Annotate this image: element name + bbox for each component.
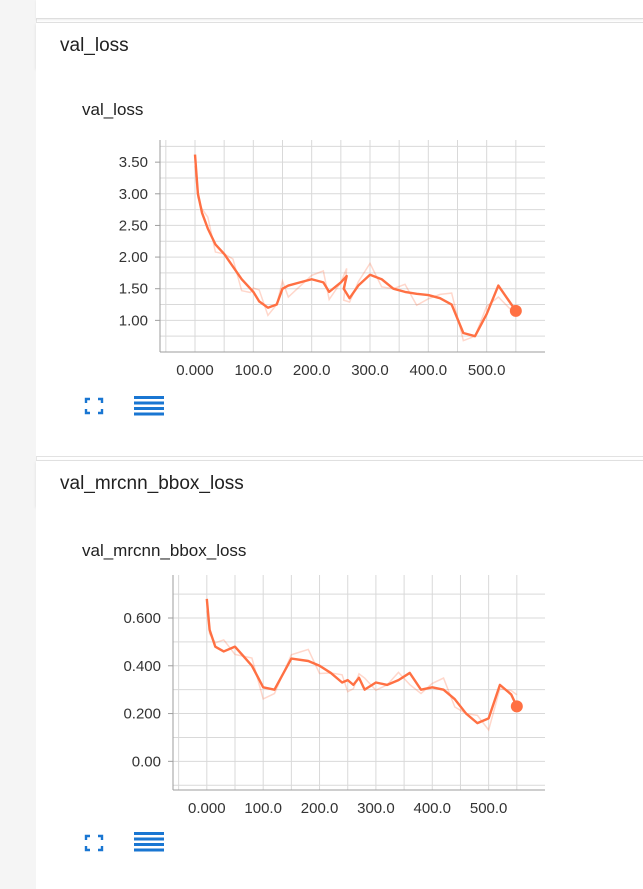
x-tick-label: 500.0 — [470, 800, 508, 817]
x-tick-label: 0.000 — [176, 362, 214, 379]
section-header-label: val_loss — [60, 34, 129, 56]
y-tick-label: 1.00 — [119, 312, 148, 329]
chart-card-val-loss — [36, 68, 643, 457]
chart-card-val-mrcnn-bbox-loss — [36, 506, 643, 889]
x-tick-label: 400.0 — [410, 362, 448, 379]
toggle-data-table-button[interactable] — [134, 832, 164, 857]
x-tick-label: 100.0 — [235, 362, 273, 379]
x-tick-label: 500.0 — [468, 362, 506, 379]
x-tick-label: 300.0 — [357, 800, 395, 817]
fullscreen-expand-icon — [84, 397, 104, 415]
y-tick-label: 3.00 — [119, 186, 148, 203]
x-tick-label: 0.000 — [188, 800, 226, 817]
series-raw-line — [194, 165, 517, 342]
chart-plot-val-mrcnn-bbox-loss: 0.00 0.200 0.400 0.600 0.000 100.0 200.0 300.0 4… — [123, 575, 545, 817]
fullscreen-button[interactable] — [84, 834, 104, 857]
x-tick-label: 200.0 — [301, 800, 339, 817]
chart-plot-val-loss: 1.00 1.50 2.00 2.50 3.00 3.50 0.000 100.0 200.0 3… — [119, 140, 545, 379]
x-tick-label: 400.0 — [413, 800, 451, 817]
previous-card-edge — [36, 0, 643, 19]
data-table-icon — [134, 396, 164, 416]
data-table-icon — [134, 832, 164, 852]
y-tick-label: 0.600 — [123, 610, 161, 627]
toggle-data-table-button[interactable] — [134, 396, 164, 421]
y-tick-label: 0.400 — [123, 658, 161, 675]
series-line — [193, 154, 517, 338]
fullscreen-expand-icon — [84, 834, 104, 852]
series-end-point — [509, 304, 522, 317]
chart-card-title: val_loss — [82, 100, 144, 119]
x-tick-label: 200.0 — [293, 362, 331, 379]
x-tick-label: 100.0 — [244, 800, 282, 817]
x-tick-label: 300.0 — [351, 362, 389, 379]
series-end-point — [510, 700, 523, 713]
y-tick-label: 0.200 — [123, 706, 161, 723]
section-header-val-mrcnn-bbox-loss[interactable]: val_mrcnn_bbox_loss — [36, 460, 643, 506]
section-header-val-loss[interactable]: val_loss — [36, 22, 643, 68]
fullscreen-button[interactable] — [84, 397, 104, 420]
y-tick-label: 0.00 — [132, 753, 161, 770]
y-tick-label: 3.50 — [119, 154, 148, 171]
y-tick-label: 1.50 — [119, 281, 148, 298]
section-header-label: val_mrcnn_bbox_loss — [60, 472, 244, 494]
y-tick-label: 2.00 — [119, 249, 148, 266]
y-tick-label: 2.50 — [119, 217, 148, 234]
chart-card-title: val_mrcnn_bbox_loss — [82, 541, 247, 560]
series-line — [205, 598, 518, 725]
